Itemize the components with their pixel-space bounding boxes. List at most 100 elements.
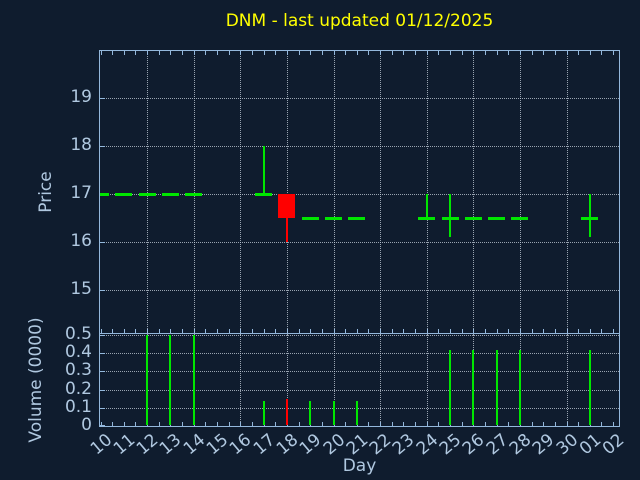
x-tick <box>426 329 428 333</box>
volume-bar <box>472 349 475 425</box>
x-tick <box>589 51 591 55</box>
x-tick <box>438 51 440 55</box>
x-tick <box>135 51 137 55</box>
x-tick <box>578 329 580 333</box>
x-tick-label: 02 <box>598 429 629 460</box>
x-tick <box>321 51 323 55</box>
candle-dash <box>488 216 506 220</box>
x-tick <box>251 329 253 333</box>
volume-grid-hline <box>100 353 619 355</box>
price-grid-vline <box>147 51 149 333</box>
x-tick <box>566 329 568 333</box>
x-tick <box>380 329 382 333</box>
x-tick <box>519 329 521 333</box>
price-grid-vline <box>286 51 288 333</box>
x-tick <box>321 329 323 333</box>
volume-plot <box>99 333 620 427</box>
x-tick <box>391 51 393 55</box>
x-tick <box>263 51 265 55</box>
x-tick <box>601 51 603 55</box>
x-tick <box>228 329 230 333</box>
candle-dash <box>185 192 203 196</box>
x-tick <box>135 422 137 426</box>
x-tick <box>100 329 102 333</box>
x-tick <box>578 422 580 426</box>
candle-body <box>278 193 296 218</box>
price-grid-vline <box>333 51 335 333</box>
x-tick <box>554 51 556 55</box>
price-grid-vline <box>473 51 475 333</box>
x-tick <box>286 329 288 333</box>
volume-grid-vline <box>333 334 335 426</box>
x-tick <box>333 329 335 333</box>
volume-grid-vline <box>240 334 242 426</box>
x-tick <box>484 422 486 426</box>
x-tick <box>298 422 300 426</box>
volume-bar <box>518 349 521 425</box>
x-tick <box>112 422 114 426</box>
y-tick <box>100 389 105 391</box>
candle-wick <box>262 145 265 194</box>
volume-bar <box>588 349 591 425</box>
x-tick <box>345 51 347 55</box>
price-grid-hline <box>100 145 619 147</box>
y-tick <box>100 425 105 426</box>
volume-bar <box>262 400 265 425</box>
x-tick <box>531 422 533 426</box>
price-grid-hline <box>100 289 619 291</box>
x-tick <box>380 422 382 426</box>
candle-dash <box>255 192 273 196</box>
x-tick <box>100 422 102 426</box>
volume-grid-hline <box>100 389 619 391</box>
x-tick <box>286 51 288 55</box>
candle-wick <box>285 193 288 242</box>
y-tick <box>100 97 105 99</box>
x-tick <box>275 422 277 426</box>
x-tick <box>345 422 347 426</box>
y-tick <box>100 335 105 336</box>
volume-grid-vline <box>286 334 288 426</box>
x-tick <box>205 329 207 333</box>
x-tick <box>531 329 533 333</box>
x-tick <box>228 51 230 55</box>
x-tick <box>450 329 451 333</box>
x-tick <box>356 51 358 55</box>
x-tick <box>484 51 486 55</box>
x-tick <box>613 51 615 55</box>
candle-dash <box>100 192 109 196</box>
price-grid-vline <box>380 51 382 333</box>
x-tick <box>543 422 545 426</box>
x-tick <box>123 51 125 55</box>
candle-dash <box>581 216 599 220</box>
price-tick-label: 17 <box>70 182 92 203</box>
x-tick <box>333 51 335 55</box>
x-tick <box>193 329 195 333</box>
volume-bar <box>495 349 498 425</box>
x-tick <box>601 329 603 333</box>
price-grid-vline <box>240 51 242 333</box>
volume-grid-vline <box>380 334 382 426</box>
x-tick <box>496 51 498 55</box>
x-tick <box>205 422 207 426</box>
price-tick-label: 16 <box>70 230 92 251</box>
y-tick <box>100 407 105 409</box>
candle-dash <box>115 192 133 196</box>
x-tick <box>275 51 277 55</box>
price-grid-hline <box>100 193 619 195</box>
volume-grid-hline <box>100 371 619 373</box>
x-tick <box>415 329 417 333</box>
candle-dash <box>138 192 156 196</box>
candle-dash <box>348 216 366 220</box>
volume-tick-label: 0.2 <box>64 378 92 399</box>
x-tick <box>589 329 591 333</box>
volume-bar <box>285 398 288 425</box>
x-tick <box>391 422 393 426</box>
x-tick <box>403 51 405 55</box>
volume-tick-label: 0.1 <box>64 396 92 417</box>
x-tick <box>147 51 149 55</box>
x-tick <box>228 422 230 426</box>
x-tick <box>543 329 545 333</box>
x-tick <box>461 422 463 426</box>
x-tick <box>193 51 195 55</box>
